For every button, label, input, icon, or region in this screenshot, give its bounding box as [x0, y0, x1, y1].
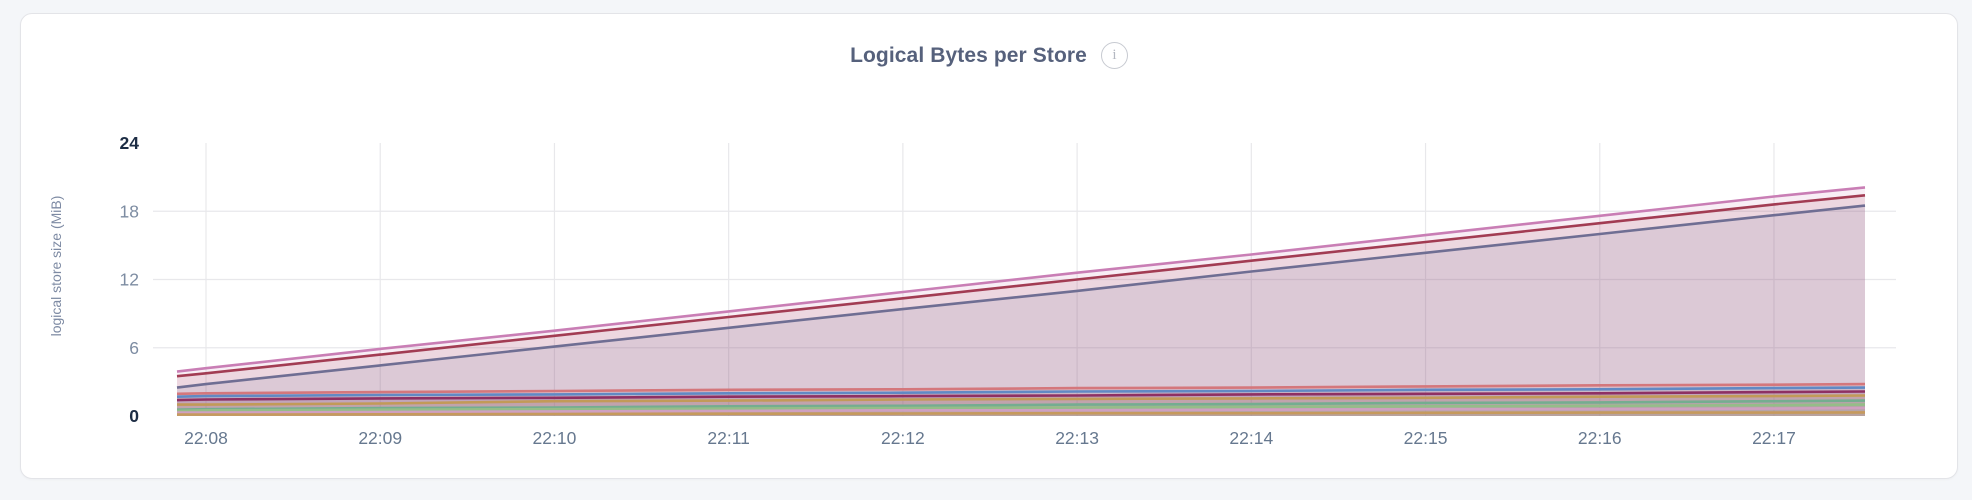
series-line-store-4	[176, 382, 1866, 396]
chart-header: Logical Bytes per Store i	[21, 42, 1957, 69]
series-line-store-1	[176, 186, 1866, 373]
x-tick-label: 22:15	[1404, 428, 1448, 448]
x-tick-label: 22:10	[533, 428, 577, 448]
x-tick-label: 22:13	[1055, 428, 1099, 448]
series-line-store-7	[177, 394, 1866, 406]
x-tick-label: 22:08	[184, 428, 228, 448]
series-line-store-2	[176, 194, 1866, 378]
x-tick-label: 22:11	[707, 428, 750, 448]
x-tick-label: 22:12	[881, 428, 925, 448]
series-line-store-3	[176, 204, 1866, 389]
x-tick-label: 22:14	[1229, 428, 1273, 448]
series-line-store-10	[177, 406, 1866, 414]
series-line-store-9	[176, 403, 1866, 413]
chart-title: Logical Bytes per Store	[850, 43, 1087, 67]
series-area-store-1	[177, 187, 1865, 416]
series-area-store-3	[177, 205, 1865, 416]
series-line-store-8	[176, 399, 1866, 411]
y-tick-label: 18	[120, 201, 139, 221]
series-line-store-5	[176, 386, 1866, 398]
x-tick-label: 22:09	[358, 428, 402, 448]
info-icon[interactable]: i	[1100, 42, 1128, 69]
chart-canvas[interactable]: 0 6 12 18 24 22:08 22:09 22:10 22:11 22:12 22:13 22…	[21, 14, 1959, 480]
y-tick-label: 24	[120, 133, 140, 153]
x-tick-label: 22:17	[1752, 428, 1796, 448]
x-tick-label: 22:16	[1578, 428, 1622, 448]
y-tick-label: 12	[120, 270, 139, 290]
series-line-store-11	[177, 411, 1866, 416]
chart-card: Logical Bytes per Store i logical store …	[20, 13, 1958, 479]
series-line-store-6	[176, 390, 1866, 402]
y-tick-label: 6	[129, 338, 139, 358]
y-tick-label: 0	[129, 406, 139, 426]
